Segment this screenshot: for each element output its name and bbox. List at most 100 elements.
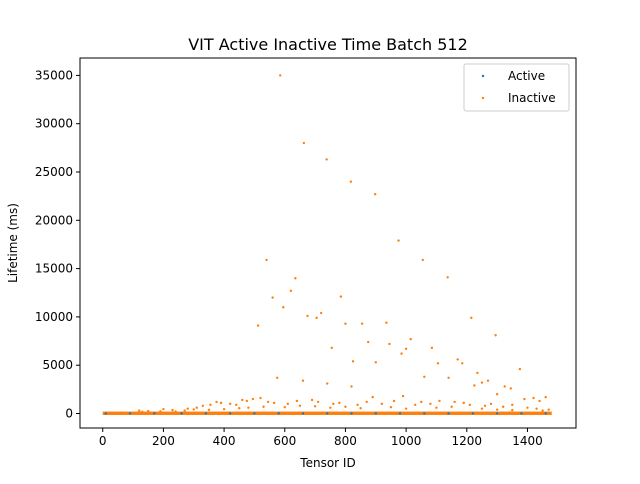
point-inactive (298, 404, 302, 407)
plot-frame (79, 57, 577, 429)
plot-area (102, 74, 552, 415)
point-inactive (222, 407, 226, 411)
point-inactive (409, 337, 412, 341)
point-inactive (137, 409, 141, 412)
point-inactive (330, 346, 333, 350)
point-inactive (272, 401, 276, 405)
point-active (374, 412, 377, 415)
point-inactive (494, 334, 497, 337)
point-active (447, 412, 450, 415)
point-inactive (483, 404, 487, 407)
point-active (350, 412, 353, 415)
point-inactive (310, 398, 314, 402)
chart-title: VIT Active Inactive Time Batch 512 (188, 35, 468, 54)
point-inactive (489, 402, 493, 406)
point-inactive (446, 276, 449, 279)
point-inactive (338, 401, 341, 405)
point-inactive (174, 410, 177, 413)
point-inactive (380, 402, 384, 406)
point-inactive (480, 381, 484, 384)
point-inactive (547, 408, 550, 411)
point-inactive (461, 362, 464, 365)
point-active (423, 412, 426, 415)
point-inactive (438, 399, 441, 403)
point-inactive (295, 399, 299, 403)
point-inactive (329, 406, 332, 409)
point-active (204, 412, 208, 415)
y-tick-label: 25000 (35, 165, 73, 179)
x-tick-label: 1400 (512, 434, 543, 448)
point-active (398, 412, 402, 415)
point-inactive (447, 376, 450, 379)
point-inactive (400, 352, 403, 355)
x-axis: 0 200 400 600 800 1000 1200 1400 (99, 428, 543, 448)
point-inactive (266, 400, 270, 404)
point-inactive (421, 258, 425, 262)
point-active (277, 412, 280, 415)
point-inactive (374, 361, 377, 364)
point-inactive (286, 402, 290, 406)
point-inactive (186, 407, 189, 410)
point-inactive (171, 408, 174, 412)
x-tick-label: 200 (152, 434, 175, 448)
point-inactive (215, 400, 218, 404)
point-inactive (371, 395, 374, 399)
y-tick-label: 30000 (35, 117, 73, 131)
point-inactive (366, 340, 370, 344)
point-inactive (385, 321, 388, 324)
point-active (544, 412, 547, 415)
point-inactive (365, 400, 368, 404)
point-active (128, 412, 132, 415)
point-inactive (302, 141, 306, 145)
point-inactive (159, 410, 162, 413)
point-inactive (503, 385, 506, 388)
point-inactive (183, 409, 186, 412)
point-inactive (486, 379, 490, 382)
point-inactive (397, 239, 400, 242)
point-inactive (256, 324, 260, 327)
y-tick-label: 10000 (35, 310, 73, 324)
point-inactive (344, 405, 347, 408)
point-inactive (351, 360, 355, 363)
point-inactive (219, 401, 223, 405)
point-inactive (147, 409, 150, 413)
point-inactive (350, 385, 353, 388)
point-inactive (119, 411, 123, 414)
point-inactive (294, 277, 297, 280)
point-inactive (476, 371, 479, 375)
point-active (253, 412, 256, 415)
x-tick-label: 1200 (452, 434, 483, 448)
x-tick-label: 1000 (391, 434, 422, 448)
point-inactive (468, 403, 472, 407)
point-inactive (436, 362, 440, 365)
point-inactive (462, 401, 465, 405)
point-inactive (207, 408, 211, 412)
point-inactive (339, 295, 343, 298)
point-inactive (319, 311, 323, 315)
point-inactive (404, 407, 408, 410)
y-axis-label: Lifetime (ms) (6, 203, 20, 283)
point-inactive (251, 397, 255, 401)
legend-label-inactive: Inactive (508, 91, 556, 105)
point-inactive (392, 399, 396, 403)
point-inactive (301, 379, 305, 382)
point-inactive (423, 375, 426, 378)
point-inactive (238, 406, 241, 410)
point-inactive (271, 296, 274, 299)
point-inactive (544, 395, 547, 399)
point-active (495, 412, 499, 415)
legend-box (463, 63, 570, 112)
point-inactive (289, 289, 293, 293)
point-inactive (532, 396, 535, 400)
y-tick-label: 20000 (35, 213, 73, 227)
point-active (180, 412, 183, 415)
point-inactive (429, 402, 432, 406)
point-inactive (388, 342, 391, 346)
point-inactive (453, 400, 456, 404)
point-inactive (192, 408, 195, 411)
point-inactive (414, 403, 417, 407)
point-inactive (195, 406, 198, 409)
point-inactive (511, 408, 514, 412)
y-axis: 0 5000 10000 15000 20000 25000 30000 35000 (35, 68, 80, 421)
point-inactive (306, 314, 309, 318)
